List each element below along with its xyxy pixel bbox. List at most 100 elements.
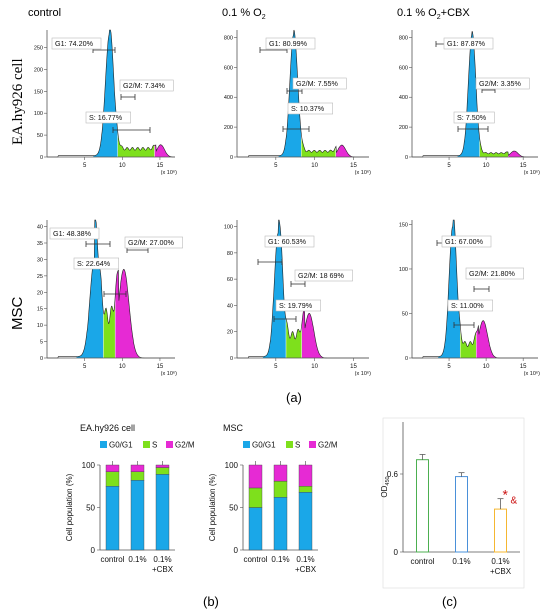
annotation-label: G1: 48.38% [53, 229, 92, 238]
category-label: control [243, 555, 267, 564]
y-tick-label: 50 [402, 311, 408, 317]
bar-segment [248, 487, 263, 508]
s-area [479, 139, 508, 157]
y-axis-label: OD450 [380, 476, 391, 497]
bar-segment [273, 480, 288, 498]
bar-segment [155, 474, 170, 551]
y-tick-label: 0 [405, 155, 408, 161]
y-tick-label: 25 [37, 274, 43, 280]
y-tick-label: 0 [230, 155, 233, 161]
x-tick-label: 10 [119, 364, 126, 370]
y-tick-label: 40 [37, 225, 43, 231]
histogram-2: 0 200 400 600 800 5 10 15(x 10⁶) G1: 80.99% G2/M:… [224, 29, 371, 176]
legend-swatch [243, 441, 250, 448]
y-tick-label: 800 [224, 35, 233, 41]
x-tick-label: 10 [483, 364, 490, 370]
y-tick-label: 150 [399, 222, 408, 228]
s-area [301, 135, 336, 157]
panel-a-label: (a) [286, 390, 302, 405]
y-tick-label: 40 [227, 303, 233, 309]
col-header-o2-cbx: 0.1 % O2+CBX [397, 7, 470, 21]
x-tick-label: 5 [274, 364, 278, 370]
x-unit-label: (x 10⁶) [355, 370, 371, 377]
legend-swatch [286, 441, 293, 448]
x-tick-label: 10 [483, 163, 490, 169]
annotation-box [475, 77, 530, 90]
bar-segment [273, 497, 288, 551]
annotation-box [73, 257, 120, 270]
bar-segment [130, 471, 145, 481]
category-label: 0.1% [296, 555, 314, 564]
y-tick-label: 60 [227, 277, 233, 283]
legend-label: S [152, 441, 157, 450]
annotation-box [294, 269, 353, 282]
x-unit-label: (x 10⁶) [524, 169, 540, 176]
od-bar [494, 508, 507, 553]
od-bar [455, 476, 468, 553]
annotation-box [119, 79, 174, 92]
y-tick-label: 600 [399, 65, 408, 71]
x-tick-label: 10 [119, 163, 126, 169]
s-area [103, 300, 115, 358]
x-tick-label: 5 [447, 163, 451, 169]
annotation-label: G2/M: 27.00% [128, 238, 175, 247]
y-tick-label: 400 [224, 95, 233, 101]
legend-label: G2/M [175, 441, 195, 450]
y-tick-label: 100 [34, 111, 43, 117]
y-tick-label: 400 [399, 95, 408, 101]
y-tick-label: 200 [34, 67, 43, 73]
annotation-box [453, 111, 495, 124]
chart-title: MSC [223, 423, 244, 433]
category-label: +CBX [295, 565, 317, 574]
y-tick-label: 200 [224, 125, 233, 131]
density-outline [47, 29, 175, 158]
category-label: +CBX [152, 565, 174, 574]
bar-segment [248, 464, 263, 489]
histogram-1: 0 50 100 150 200 250 5 10 15(x 10⁶) G1: 74.20% G2/… [34, 29, 177, 176]
y-tick-label: 0 [230, 356, 233, 362]
col-header-control: control [28, 7, 61, 19]
y-tick-label: 0 [91, 546, 96, 555]
x-tick-label: 5 [447, 364, 451, 370]
g1-area [93, 30, 118, 157]
y-tick-label: 10 [37, 323, 43, 329]
category-label: 0.1% [452, 557, 470, 566]
annotation-box [287, 102, 334, 115]
x-tick-label: 10 [311, 364, 318, 370]
y-tick-label: 15 [37, 307, 43, 313]
legend-label: S [295, 441, 300, 450]
g1-area [76, 220, 104, 358]
annotation-box [447, 299, 494, 312]
od-bar [416, 459, 429, 553]
annotation-label: G1: 80.99% [269, 39, 308, 48]
bar-segment [298, 464, 313, 487]
y-tick-label: 250 [34, 46, 43, 52]
x-unit-label: (x 10⁶) [161, 370, 177, 377]
bar-segment [298, 492, 313, 551]
y-tick-label: 100 [224, 225, 233, 231]
g2m-area [301, 307, 323, 358]
y-tick-label: 800 [399, 35, 408, 41]
legend-label: G2/M [318, 441, 338, 450]
bar-segment [155, 464, 170, 468]
col-header-o2: 0.1 % O2 [222, 7, 266, 21]
annotation-box [85, 111, 132, 124]
bar-segment [105, 464, 120, 473]
y-tick-label: 150 [34, 89, 43, 95]
bar-segment [273, 464, 288, 482]
s-area [286, 319, 302, 358]
y-tick-label: 100 [82, 461, 96, 470]
y-axis-label: Cell population (%) [65, 473, 74, 541]
g1-area [278, 30, 301, 157]
annotation-label: S: 16.77% [89, 113, 123, 122]
bar-segment [130, 480, 145, 551]
legend-swatch [143, 441, 150, 448]
y-tick-label: 5 [40, 340, 43, 346]
y-tick-label: 0 [40, 155, 43, 161]
annotation-label: G1: 60.53% [268, 237, 307, 246]
annotation-label: S: 19.79% [279, 301, 313, 310]
annotation-box [51, 37, 102, 50]
